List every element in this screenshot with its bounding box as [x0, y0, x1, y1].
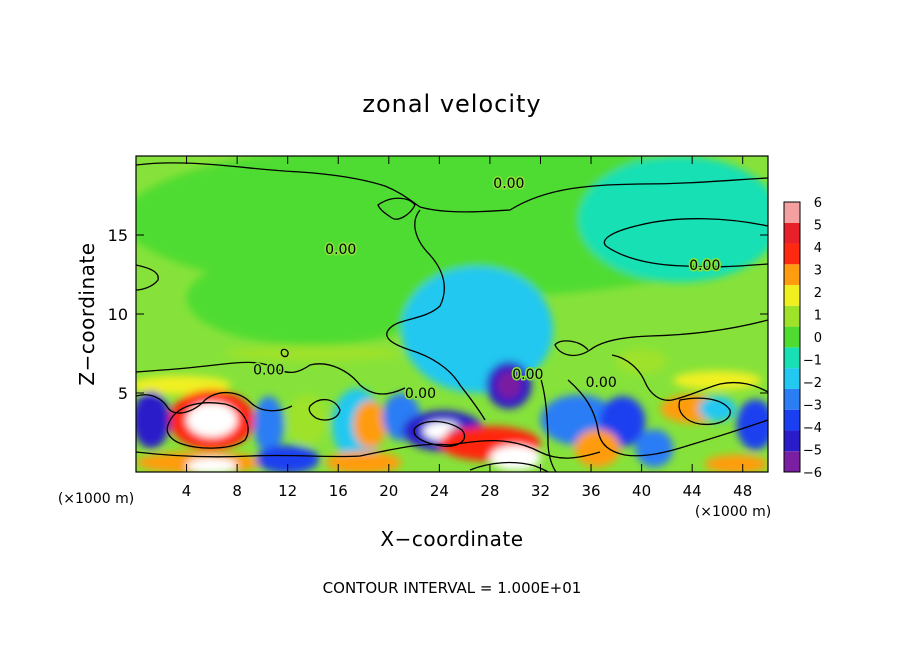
contour-line: [386, 209, 486, 421]
velocity-region: [698, 396, 737, 422]
contour-line: [567, 379, 768, 457]
colorbar-swatch: [784, 368, 800, 389]
plot-area: 0.000.000.000.000.000.000.00 4 8 12 16 20 24 2…: [108, 155, 769, 500]
x-tick-label: 4: [182, 482, 192, 500]
x-tick-label: 44: [683, 482, 702, 500]
colorbar-label: 1: [814, 309, 822, 324]
contour-line: [136, 392, 293, 414]
contour-line: [308, 399, 341, 421]
colorbar-label: 6: [814, 196, 822, 211]
contour-line: [136, 264, 159, 291]
velocity-region: [186, 250, 440, 346]
colorbar-swatch: [784, 451, 800, 472]
contour-line: [678, 397, 731, 426]
colorbar-swatch: [784, 222, 800, 244]
velocity-region: [253, 396, 284, 454]
contour-line: [136, 162, 768, 213]
x-tick-label: 12: [278, 482, 297, 500]
contour-label: 0.00: [405, 386, 436, 402]
contour-label: 0.00: [586, 375, 617, 391]
colorbar-label: −3: [803, 399, 822, 414]
velocity-region: [673, 370, 762, 390]
colorbar-swatch: [784, 430, 800, 452]
velocity-region: [574, 429, 621, 468]
contour-line: [611, 354, 768, 401]
colorbar-label: −5: [803, 444, 822, 459]
colorbar-label: −1: [803, 354, 822, 369]
x-unit-left: (×1000 m): [58, 491, 134, 507]
colorbar-swatch: [784, 243, 800, 265]
y-axis-ticks: 5 10 15: [108, 226, 768, 403]
colorbar-label: −2: [803, 376, 822, 391]
colorbar-label: 0: [814, 331, 822, 346]
velocity-region: [186, 402, 238, 438]
contour-line: [377, 197, 416, 220]
contour-interval-note: CONTOUR INTERVAL = 1.000E+01: [323, 579, 582, 597]
velocity-region: [186, 457, 238, 472]
colorbar-swatch: [784, 264, 800, 286]
colorbar: 6 5 4 3 2 1 0 −1 −2 −3 −4 −5 −6: [783, 196, 822, 481]
x-tick-label: 20: [379, 482, 398, 500]
colorbar-swatch: [784, 326, 800, 348]
colorbar-label: −4: [803, 421, 822, 436]
velocity-region: [616, 348, 667, 375]
x-tick-label: 28: [480, 482, 499, 500]
contour-line: [603, 218, 768, 268]
colorbar-label: 4: [814, 241, 822, 256]
chart-title: zonal velocity: [362, 90, 541, 118]
contour-labels: 0.00 0.00 0.00 0.00 0.00 0.00 0.00: [252, 174, 722, 403]
x-tick-label: 36: [581, 482, 600, 500]
x-tick-label: 8: [232, 482, 242, 500]
colorbar-label: 3: [814, 264, 822, 279]
colorbar-swatch: [784, 347, 800, 369]
velocity-region: [136, 375, 231, 395]
colorbar-label: 2: [814, 286, 822, 301]
colorbar-label: −6: [803, 466, 822, 481]
contour-line: [166, 402, 249, 449]
velocity-region: [704, 454, 768, 472]
x-tick-label: 24: [430, 482, 449, 500]
contour-line: [539, 375, 557, 472]
velocity-region: [286, 394, 327, 446]
contour-line: [554, 319, 768, 357]
velocity-region: [353, 400, 387, 449]
x-tick-label: 40: [632, 482, 651, 500]
y-tick-label: 5: [118, 384, 128, 403]
x-axis-ticks: 4 8 12 16 20 24 28 32 36 40 44 48: [182, 156, 752, 500]
y-tick-label: 15: [108, 226, 128, 245]
x-unit-right: (×1000 m): [695, 504, 771, 520]
contour-line: [280, 348, 289, 358]
colorbar-frame: [783, 201, 801, 473]
contour-line: [136, 361, 406, 395]
contour-label: 0.00: [493, 176, 524, 192]
velocity-region: [496, 370, 522, 400]
colorbar-swatch: [784, 285, 800, 306]
colorbar-swatch: [784, 305, 800, 327]
velocity-region: [224, 345, 402, 362]
zero-contours: [136, 162, 768, 472]
contour-line: [469, 461, 549, 472]
contour-label: 0.00: [325, 242, 356, 258]
velocity-region: [136, 391, 171, 449]
contour-label: 0.00: [253, 362, 284, 378]
x-tick-label: 32: [531, 482, 550, 500]
y-axis-label: Z−coordinate: [75, 242, 99, 385]
colorbar-label: 5: [814, 219, 822, 234]
x-tick-label: 16: [329, 482, 348, 500]
contour-label: 0.00: [689, 258, 720, 274]
contour-line: [413, 420, 466, 447]
x-tick-label: 48: [733, 482, 752, 500]
velocity-region: [635, 429, 674, 468]
x-axis-label: X−coordinate: [380, 527, 523, 551]
colorbar-swatch: [784, 202, 800, 223]
colorbar-swatch: [784, 409, 800, 431]
velocity-region: [256, 445, 320, 472]
contour-line: [136, 439, 601, 459]
y-tick-label: 10: [108, 305, 128, 324]
colorbar-swatch: [784, 388, 800, 410]
velocity-field: [136, 156, 768, 472]
velocity-region: [736, 399, 768, 450]
contour-label: 0.00: [512, 367, 543, 383]
